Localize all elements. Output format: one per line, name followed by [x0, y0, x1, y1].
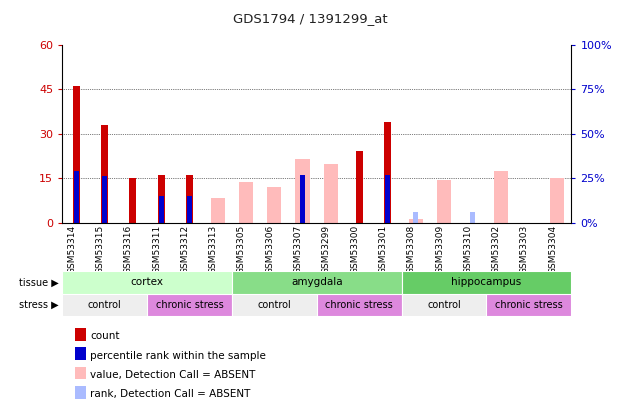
Text: tissue ▶: tissue ▶ — [19, 277, 59, 288]
Text: GSM53299: GSM53299 — [322, 225, 331, 274]
Bar — [62, 271, 232, 294]
Bar — [102, 177, 107, 223]
Bar — [187, 196, 192, 223]
Text: GSM53313: GSM53313 — [209, 225, 218, 275]
Text: rank, Detection Call = ABSENT: rank, Detection Call = ABSENT — [90, 390, 250, 399]
Bar — [158, 175, 165, 223]
Text: count: count — [90, 331, 120, 341]
Bar — [494, 171, 507, 223]
Bar — [486, 294, 571, 316]
Bar — [232, 294, 317, 316]
Bar — [317, 294, 402, 316]
Bar — [211, 198, 225, 223]
Text: GDS1794 / 1391299_at: GDS1794 / 1391299_at — [233, 12, 388, 25]
Text: GSM53300: GSM53300 — [350, 225, 359, 275]
Text: GSM53304: GSM53304 — [548, 225, 557, 274]
Text: control: control — [88, 300, 122, 310]
Bar — [324, 164, 338, 223]
Bar — [232, 271, 402, 294]
Text: GSM53308: GSM53308 — [407, 225, 415, 275]
Text: cortex: cortex — [130, 277, 163, 288]
Text: GSM53306: GSM53306 — [265, 225, 274, 275]
Text: GSM53303: GSM53303 — [520, 225, 529, 275]
Bar — [62, 294, 147, 316]
Text: GSM53311: GSM53311 — [152, 225, 161, 275]
Bar — [73, 86, 79, 223]
Text: value, Detection Call = ABSENT: value, Detection Call = ABSENT — [90, 370, 255, 380]
Bar — [413, 212, 419, 223]
Bar — [147, 294, 232, 316]
Text: GSM53315: GSM53315 — [96, 225, 104, 275]
Text: GSM53310: GSM53310 — [463, 225, 473, 275]
Text: GSM53312: GSM53312 — [181, 225, 189, 274]
Bar — [402, 294, 486, 316]
Bar — [186, 175, 193, 223]
Bar — [550, 178, 564, 223]
Text: GSM53307: GSM53307 — [294, 225, 302, 275]
Text: control: control — [257, 300, 291, 310]
Bar — [74, 171, 79, 223]
Text: control: control — [427, 300, 461, 310]
Text: amygdala: amygdala — [291, 277, 343, 288]
Bar — [300, 175, 305, 223]
Bar — [384, 122, 391, 223]
Text: GSM53302: GSM53302 — [492, 225, 501, 274]
Bar — [158, 196, 164, 223]
Text: GSM53316: GSM53316 — [124, 225, 133, 275]
Bar — [385, 175, 390, 223]
Bar — [101, 125, 108, 223]
Bar — [437, 180, 451, 223]
Bar — [267, 187, 281, 223]
Bar — [402, 271, 571, 294]
Bar — [296, 159, 310, 223]
Bar — [469, 212, 475, 223]
Text: GSM53305: GSM53305 — [237, 225, 246, 275]
Bar — [239, 182, 253, 223]
Bar — [356, 151, 363, 223]
Text: percentile rank within the sample: percentile rank within the sample — [90, 351, 266, 360]
Text: GSM53314: GSM53314 — [67, 225, 76, 274]
Bar — [129, 178, 137, 223]
Text: chronic stress: chronic stress — [495, 300, 563, 310]
Text: GSM53301: GSM53301 — [378, 225, 388, 275]
Bar — [409, 219, 423, 223]
Text: chronic stress: chronic stress — [155, 300, 224, 310]
Text: chronic stress: chronic stress — [325, 300, 393, 310]
Text: GSM53309: GSM53309 — [435, 225, 444, 275]
Text: stress ▶: stress ▶ — [19, 300, 59, 310]
Text: hippocampus: hippocampus — [451, 277, 522, 288]
